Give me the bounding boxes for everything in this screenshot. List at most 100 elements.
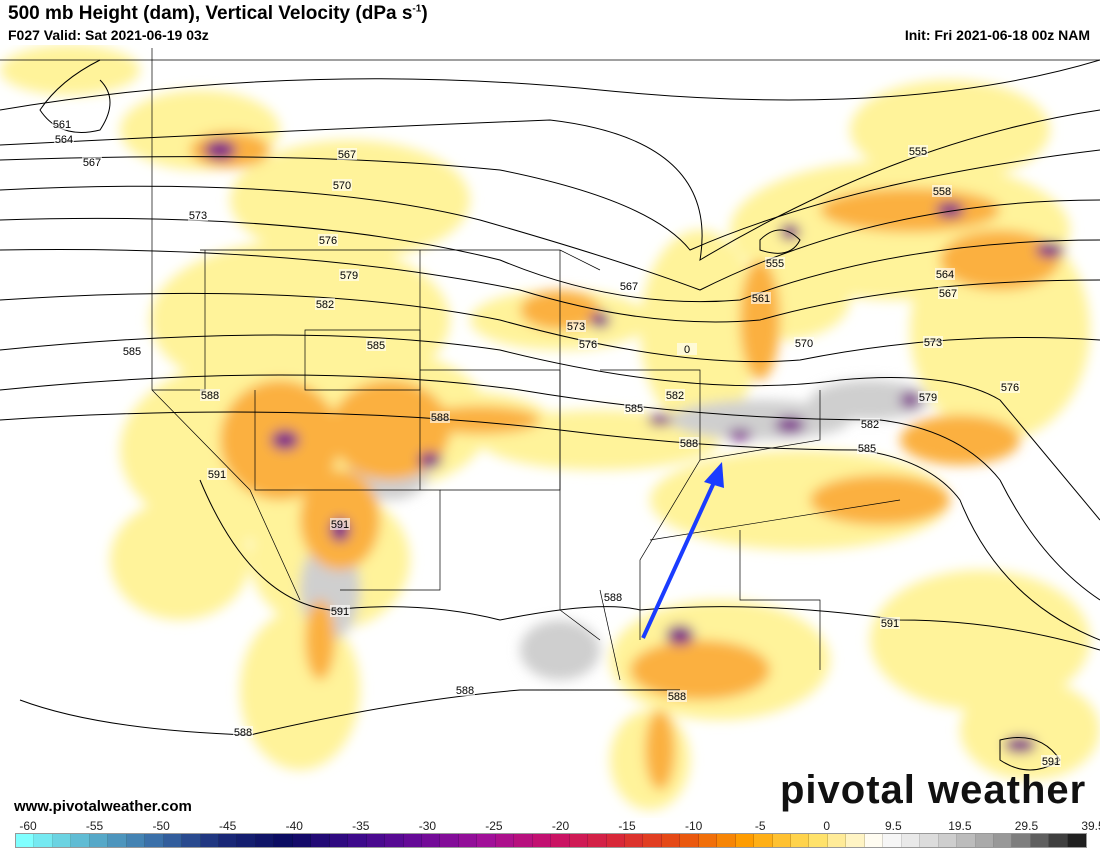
grey-vv-area: [670, 400, 850, 440]
colorbar-swatch: [827, 834, 847, 847]
colorbar-swatch: [698, 834, 718, 847]
colorbar-swatch: [458, 834, 478, 847]
contour-label-bg: [857, 442, 877, 454]
weather-map: 561 564 567 567 570 573 576 579 582 585 585 588 591 5…: [0, 45, 1100, 818]
contour-label: 573: [924, 337, 942, 349]
contour-label: 564: [936, 269, 954, 281]
blue-arrow: [641, 462, 724, 639]
colorbar-swatch: [218, 834, 238, 847]
height-contour: [0, 149, 1100, 251]
contour-label: 567: [620, 281, 638, 293]
colorbar-swatch: [274, 834, 293, 847]
colorbar-swatch: [957, 834, 976, 847]
colorbar-swatch: [182, 834, 201, 847]
purple-vv-area: [590, 312, 610, 328]
colorbar: [15, 833, 1087, 848]
colorbar-swatch: [1030, 834, 1050, 847]
colorbar-swatch: [643, 834, 662, 847]
colorbar-swatch: [126, 834, 146, 847]
height-contour: [0, 109, 1100, 261]
brand-logo: pivotal weather: [780, 768, 1087, 812]
contour-label: 570: [333, 180, 351, 192]
colorbar-swatch: [994, 834, 1013, 847]
yellow-vv-area: [650, 450, 950, 550]
colorbar-swatch: [846, 834, 865, 847]
yellow-vv-area: [850, 80, 1050, 180]
contour-label-bg: [880, 617, 900, 629]
colorbar-swatch: [588, 834, 607, 847]
contour-label-bg: [918, 391, 938, 403]
contour-label-bg: [619, 280, 639, 292]
contour-label-bg: [455, 684, 475, 696]
valid-time: F027 Valid: Sat 2021-06-19 03z: [8, 27, 209, 43]
contour-label: 570: [795, 338, 813, 350]
colorbar-swatch: [661, 834, 681, 847]
contour-label-bg: [1041, 755, 1061, 767]
colorbar-tick-label: -5: [754, 819, 766, 833]
contour-label-bg: [330, 605, 350, 617]
contour-label: 567: [338, 149, 356, 161]
contour-label: 579: [340, 270, 358, 282]
colorbar-swatch: [1067, 834, 1087, 847]
contour-label: 588: [456, 685, 474, 697]
contour-label: 588: [604, 592, 622, 604]
contour-label-bg: [908, 145, 928, 157]
purple-vv-area: [204, 140, 236, 160]
colorbar-tick-label: 29.5: [1014, 819, 1039, 833]
colorbar-swatch: [883, 834, 902, 847]
colorbar-swatch: [329, 834, 349, 847]
colorbar-swatch: [514, 834, 533, 847]
colorbar-swatch: [680, 834, 699, 847]
yellow-vv-area: [230, 140, 470, 260]
colorbar-swatch: [200, 834, 219, 847]
yellow-vv-area: [960, 680, 1100, 780]
contour-label: 591: [881, 618, 899, 630]
contour-label-bg: [54, 133, 74, 145]
colorbar-swatch: [920, 834, 939, 847]
contour-label: 591: [208, 469, 226, 481]
colorbar-tick-label: -30: [418, 819, 437, 833]
colorbar-tick-label: -50: [152, 819, 170, 833]
state-border: [599, 589, 621, 681]
contour-label-bg: [624, 402, 644, 414]
purple-vv-area: [900, 392, 920, 408]
contour-label-bg: [932, 185, 952, 197]
colorbar-swatch: [864, 834, 884, 847]
height-contour: [0, 249, 1100, 323]
orange-vv-area: [630, 640, 770, 700]
contour-label-bg: [860, 418, 880, 430]
purple-vv-area: [775, 417, 805, 433]
contour-label-bg: [566, 320, 586, 332]
orange-vv-area: [645, 710, 675, 790]
colorbar-swatch: [311, 834, 330, 847]
contour-label: 588: [668, 691, 686, 703]
contour-label: 576: [319, 235, 337, 247]
colorbar-swatch: [901, 834, 921, 847]
contour-label-bg: [1000, 381, 1020, 393]
contour-label-bg: [122, 345, 142, 357]
purple-vv-area: [1004, 737, 1036, 753]
colorbar-tick-label: 0: [823, 819, 831, 833]
colorbar-swatch: [624, 834, 644, 847]
colorbar-swatch: [34, 834, 53, 847]
contour-label-bg: [315, 298, 335, 310]
init-time: Init: Fri 2021-06-18 00z NAM: [904, 27, 1090, 43]
map-title: 500 mb Height (dam), Vertical Velocity (…: [8, 3, 428, 24]
contour-label: 567: [83, 157, 101, 169]
yellow-vv-area: [870, 570, 1090, 710]
contour-label-bg: [233, 726, 253, 738]
orange-vv-area: [820, 188, 1000, 232]
contour-label: 579: [919, 392, 937, 404]
colorbar-tick-label: 9.5: [884, 819, 902, 833]
colorbar-swatch: [809, 834, 828, 847]
orange-vv-area: [810, 475, 950, 525]
contour-label: 576: [1001, 382, 1019, 394]
colorbar-swatch: [366, 834, 386, 847]
colorbar-swatch: [237, 834, 256, 847]
colorbar-tick-label: -60: [19, 819, 37, 833]
purple-vv-area: [936, 202, 964, 218]
colorbar-tick-label: -25: [485, 819, 503, 833]
height-contour: [199, 479, 1100, 651]
yellow-vv-area: [0, 45, 140, 95]
contour-label-bg: [318, 234, 338, 246]
